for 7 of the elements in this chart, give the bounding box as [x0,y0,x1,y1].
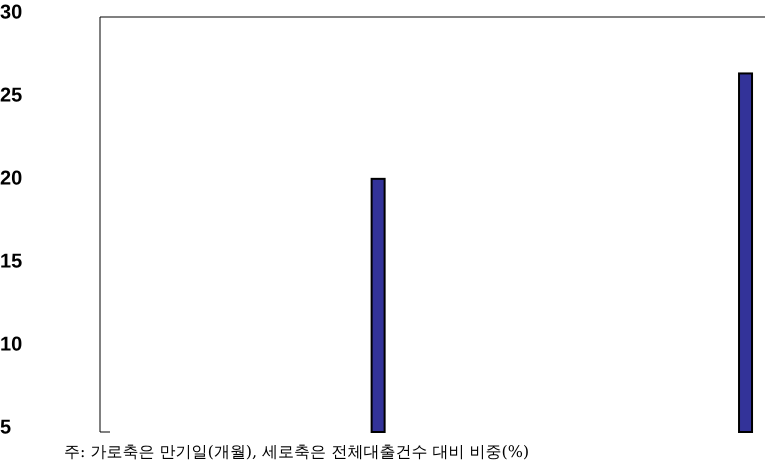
y-tick-label: 20 [0,167,22,190]
y-tick-label: 10 [0,333,22,356]
y-tick-label: 5 [0,416,12,438]
text: 주: 가로축은 만기일(개월), 세로축은 전체대출건수 대비 비중(%) [64,442,530,461]
y-tick-label: 25 [0,84,22,106]
y-tick-label: 15 [0,250,22,272]
y-tick-label: 30 [0,1,22,24]
